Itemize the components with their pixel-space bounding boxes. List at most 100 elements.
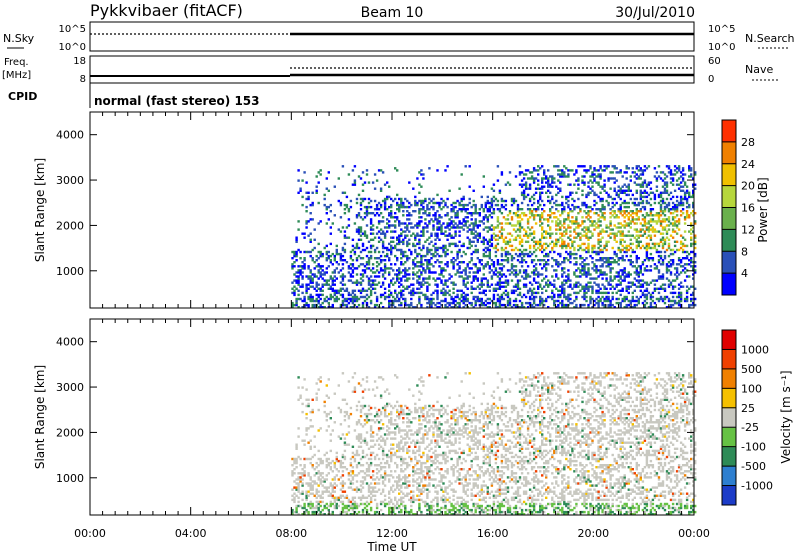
power-cell <box>645 236 649 239</box>
velocity-cell <box>353 504 357 508</box>
velocity-cell <box>325 451 328 455</box>
power-cell <box>694 303 697 307</box>
power-cell <box>587 269 590 272</box>
power-cell <box>526 273 530 276</box>
power-cell <box>506 214 510 217</box>
velocity-cell <box>303 464 306 467</box>
power-cell <box>663 257 667 260</box>
velocity-cell <box>301 492 304 495</box>
power-cell <box>663 177 667 180</box>
power-cell <box>462 224 465 227</box>
power-cell <box>512 289 516 292</box>
power-cell <box>585 285 588 288</box>
power-cell <box>325 279 328 282</box>
power-cell <box>492 293 496 297</box>
power-cell <box>343 234 347 237</box>
power-cell <box>466 226 469 229</box>
power-cell <box>579 224 582 227</box>
power-cell <box>649 246 653 250</box>
power-cell <box>408 230 411 233</box>
power-cell <box>541 234 544 237</box>
power-cell <box>440 254 443 258</box>
power-cell <box>402 242 405 246</box>
power-cell <box>545 230 548 233</box>
power-cell <box>577 248 580 252</box>
power-cell <box>518 293 522 297</box>
velocity-cell <box>305 508 308 512</box>
power-cell <box>607 303 610 307</box>
power-cell <box>541 185 544 188</box>
power-cell <box>555 299 558 303</box>
power-cell <box>416 222 419 225</box>
power-cell <box>665 165 669 168</box>
power-cell <box>430 205 433 209</box>
power-cell <box>690 297 693 301</box>
power-cell <box>331 283 334 286</box>
power-cell <box>369 250 373 254</box>
colorbar-tick-label: 8 <box>741 245 748 258</box>
power-cell <box>466 293 469 297</box>
velocity-cell <box>313 513 316 516</box>
power-cell <box>434 303 437 307</box>
power-cell <box>420 208 423 211</box>
power-cell <box>508 299 512 303</box>
power-cell <box>295 281 298 284</box>
power-cell <box>595 301 598 305</box>
power-cell <box>583 259 586 262</box>
power-cell <box>537 303 540 307</box>
velocity-cell <box>339 437 343 440</box>
power-cell <box>446 248 449 252</box>
power-cell <box>418 295 421 299</box>
power-cell <box>476 267 479 270</box>
power-cell <box>383 269 387 272</box>
velocity-cell <box>317 508 320 512</box>
power-cell <box>528 301 532 305</box>
power-cell <box>331 277 334 280</box>
power-cell <box>381 246 385 250</box>
power-cell <box>579 165 582 168</box>
power-cell <box>661 171 665 174</box>
power-cell <box>522 293 526 297</box>
power-cell <box>412 267 415 270</box>
power-cell <box>681 257 685 260</box>
power-cell <box>547 306 550 309</box>
power-cell <box>498 273 502 276</box>
power-cell <box>617 259 620 262</box>
power-cell <box>615 191 618 194</box>
power-cell <box>667 238 671 241</box>
power-cell <box>498 263 502 266</box>
power-cell <box>432 301 435 305</box>
power-cell <box>478 212 481 215</box>
power-cell <box>534 303 538 307</box>
power-cell <box>307 297 310 301</box>
power-cell <box>690 259 693 262</box>
power-cell <box>315 175 318 178</box>
power-cell <box>506 295 510 299</box>
power-cell <box>641 263 645 266</box>
velocity-cell <box>357 445 361 448</box>
power-cell <box>653 175 657 178</box>
velocity-cell <box>339 461 343 465</box>
power-cell <box>585 275 588 278</box>
power-cell <box>305 226 308 229</box>
power-cell <box>510 197 514 201</box>
velocity-cell <box>355 464 359 467</box>
power-cell <box>549 281 552 284</box>
power-cell <box>526 252 530 256</box>
power-cell <box>677 218 681 221</box>
power-cell <box>555 220 558 223</box>
power-cell <box>647 257 651 260</box>
power-cell <box>597 218 600 221</box>
power-cell <box>444 263 447 266</box>
velocity-cell <box>343 443 347 446</box>
power-cell <box>603 218 606 221</box>
power-cell <box>637 183 640 186</box>
power-cell <box>673 279 677 282</box>
power-cell <box>355 244 359 248</box>
power-cell <box>470 252 473 256</box>
power-cell <box>557 191 560 194</box>
power-cell <box>528 281 532 284</box>
power-cell <box>446 263 449 266</box>
power-cell <box>541 212 544 215</box>
power-cell <box>581 193 584 197</box>
